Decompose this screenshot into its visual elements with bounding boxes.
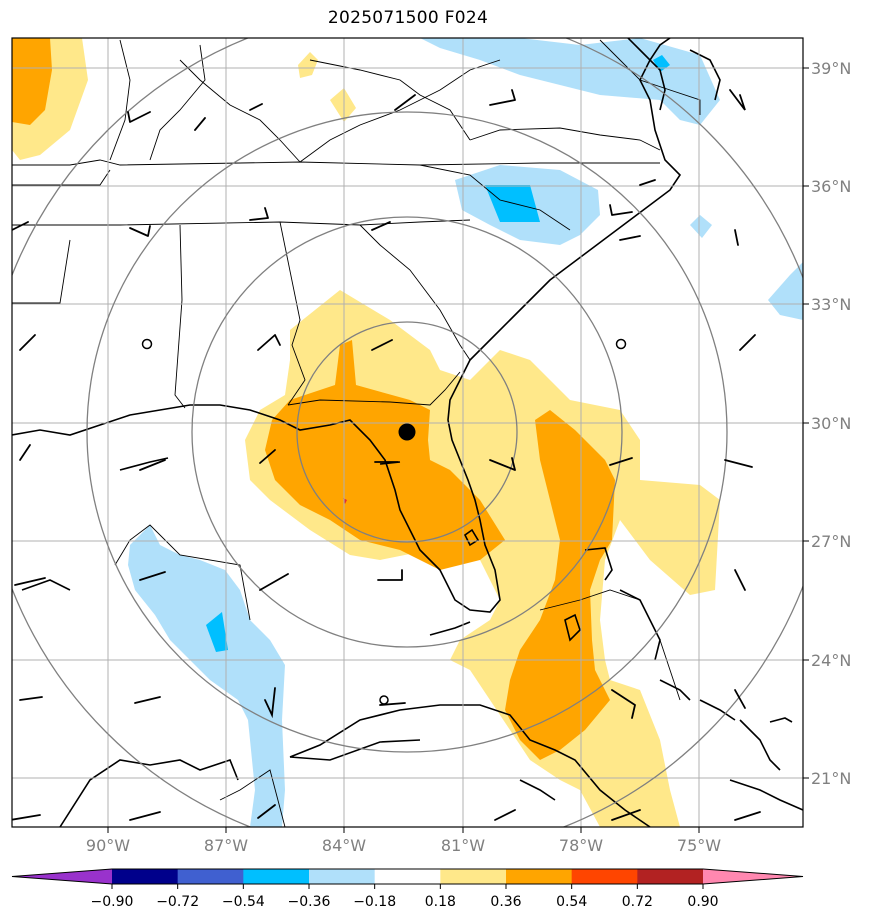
colorbar-segment <box>112 869 179 884</box>
lat-label-27: 27°N <box>811 532 851 551</box>
colorbar-segment <box>374 869 441 884</box>
colorbar-segment <box>309 869 376 884</box>
colorbar-segment <box>571 869 638 884</box>
lat-label-21: 21°N <box>811 769 851 788</box>
island-outline <box>379 695 389 705</box>
lat-label-30: 30°N <box>811 414 851 433</box>
colorbar-tick-label: 0.90 <box>687 894 718 910</box>
colorbar-tick-label: −0.72 <box>156 894 199 910</box>
colorbar-segment <box>243 869 310 884</box>
lon-label-75: 75°W <box>677 836 721 855</box>
range-rings <box>12 38 803 827</box>
colorbar-tick-label: 0.36 <box>490 894 521 910</box>
lat-label-33: 33°N <box>811 295 851 314</box>
colorbar: −0.90 −0.72 −0.54 −0.36 −0.18 0.18 0.36 0.54 0.7… <box>11 868 804 910</box>
colorbar-tick-label: −0.90 <box>91 894 134 910</box>
lon-label-90: 90°W <box>86 836 130 855</box>
colorbar-segment <box>177 869 244 884</box>
lat-label-36: 36°N <box>811 177 851 196</box>
colorbar-segment <box>440 869 507 884</box>
center-point-marker <box>398 423 416 441</box>
colorbar-tick-label: −0.36 <box>288 894 331 910</box>
colorbar-segment <box>637 869 704 884</box>
lat-lon-grid <box>12 38 803 827</box>
lon-label-87: 87°W <box>204 836 248 855</box>
lat-label-39: 39°N <box>811 59 851 78</box>
latitude-axis: 39°N 36°N 33°N 30°N 27°N 24°N 21°N <box>803 59 851 788</box>
map-frame <box>11 37 804 828</box>
wind-barbs <box>12 89 761 821</box>
longitude-axis: 90°W 87°W 84°W 81°W 78°W 75°W <box>86 827 721 855</box>
lon-label-81: 81°W <box>441 836 485 855</box>
colorbar-segment <box>506 869 573 884</box>
colorbar-tick-label: 0.18 <box>425 894 456 910</box>
colorbar-tick-label: −0.54 <box>222 894 265 910</box>
positive-anomaly-mid <box>12 38 615 760</box>
colorbar-extend-max <box>703 869 803 884</box>
lon-label-84: 84°W <box>322 836 366 855</box>
map-area <box>12 38 803 827</box>
colorbar-tick-label: 0.54 <box>556 894 587 910</box>
political-boundaries <box>12 39 701 827</box>
colorbar-tick-label: 0.72 <box>622 894 653 910</box>
colorbar-tick-label: −0.18 <box>353 894 396 910</box>
colorbar-extend-min <box>12 869 112 884</box>
lon-label-78: 78°W <box>559 836 603 855</box>
lat-label-24: 24°N <box>811 651 851 670</box>
coastlines <box>12 38 803 827</box>
plot-title: 2025071500 F024 <box>327 8 489 28</box>
calm-wind-circles <box>141 338 627 350</box>
